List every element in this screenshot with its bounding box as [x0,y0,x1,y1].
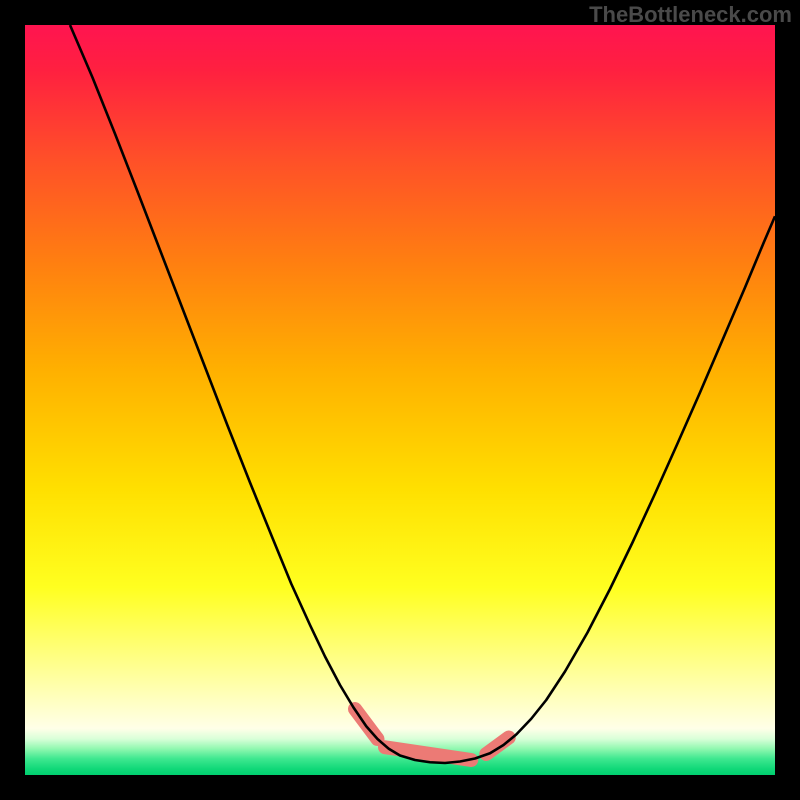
chart-stage: TheBottleneck.com [0,0,800,800]
curve-markers [355,709,509,760]
bottleneck-curve [70,25,775,763]
curve-svg [25,25,775,775]
marker-segment [486,738,509,755]
plot-area [25,25,775,775]
